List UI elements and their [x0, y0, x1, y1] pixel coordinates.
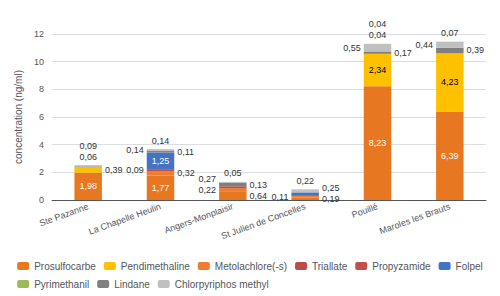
svg-text:0,64: 0,64: [250, 191, 268, 201]
svg-text:0,05: 0,05: [224, 168, 242, 178]
svg-text:Chlorpyriphos methyl: Chlorpyriphos methyl: [175, 279, 269, 290]
svg-text:Angers-Monplaisir: Angers-Monplaisir: [163, 201, 235, 236]
svg-text:0,07: 0,07: [441, 28, 459, 38]
svg-text:1,77: 1,77: [152, 183, 170, 193]
svg-text:0,27: 0,27: [199, 174, 217, 184]
svg-text:0,14: 0,14: [126, 145, 144, 155]
svg-text:6: 6: [39, 112, 44, 122]
svg-text:Prosulfocarbe: Prosulfocarbe: [34, 261, 96, 272]
svg-text:8,23: 8,23: [369, 138, 387, 148]
svg-text:0,22: 0,22: [199, 185, 217, 195]
svg-text:4: 4: [39, 140, 44, 150]
svg-text:0,13: 0,13: [250, 180, 268, 190]
svg-text:0,17: 0,17: [394, 48, 412, 58]
svg-text:Metolachlore(-s): Metolachlore(-s): [215, 261, 287, 272]
svg-text:Folpel: Folpel: [456, 261, 483, 272]
svg-text:La Chapelle Heulin: La Chapelle Heulin: [87, 201, 162, 236]
svg-text:concentration (ng/ml): concentration (ng/ml): [13, 70, 24, 164]
svg-text:Propyzamide: Propyzamide: [372, 261, 431, 272]
svg-text:6,39: 6,39: [441, 151, 459, 161]
svg-text:0,09: 0,09: [79, 141, 97, 151]
svg-text:1,25: 1,25: [152, 156, 170, 166]
svg-text:Lindane: Lindane: [114, 279, 150, 290]
svg-text:2,34: 2,34: [369, 65, 387, 75]
svg-text:0,25: 0,25: [322, 183, 340, 193]
svg-text:2: 2: [39, 167, 44, 177]
svg-text:0,04: 0,04: [369, 30, 387, 40]
svg-text:0,39: 0,39: [105, 165, 123, 175]
svg-text:0,32: 0,32: [177, 168, 195, 178]
svg-text:0,55: 0,55: [343, 43, 361, 53]
svg-text:4,23: 4,23: [441, 77, 459, 87]
svg-text:0,39: 0,39: [467, 45, 485, 55]
svg-text:0: 0: [39, 195, 44, 205]
svg-text:Triallate: Triallate: [312, 261, 348, 272]
svg-text:Ste Pazanne: Ste Pazanne: [38, 201, 90, 228]
svg-text:0,04: 0,04: [369, 19, 387, 29]
svg-text:0,19: 0,19: [322, 194, 340, 204]
svg-text:0,44: 0,44: [416, 40, 434, 50]
svg-text:Maroles les Brauts: Maroles les Brauts: [378, 201, 452, 236]
svg-text:0,14: 0,14: [152, 136, 170, 146]
svg-text:10: 10: [34, 57, 44, 67]
svg-text:8: 8: [39, 84, 44, 94]
svg-text:1,98: 1,98: [79, 181, 97, 191]
svg-text:0,11: 0,11: [272, 192, 289, 202]
svg-text:0,06: 0,06: [79, 152, 97, 162]
svg-text:0,09: 0,09: [126, 165, 144, 175]
svg-text:Pyrimethanil: Pyrimethanil: [34, 279, 89, 290]
svg-text:0,11: 0,11: [177, 147, 194, 157]
svg-text:Pouillé: Pouillé: [350, 201, 379, 220]
svg-text:12: 12: [34, 29, 44, 39]
svg-text:St Julien de Concelles: St Julien de Concelles: [220, 201, 308, 241]
svg-text:0,22: 0,22: [296, 176, 314, 186]
svg-text:Pendimethaline: Pendimethaline: [121, 261, 190, 272]
